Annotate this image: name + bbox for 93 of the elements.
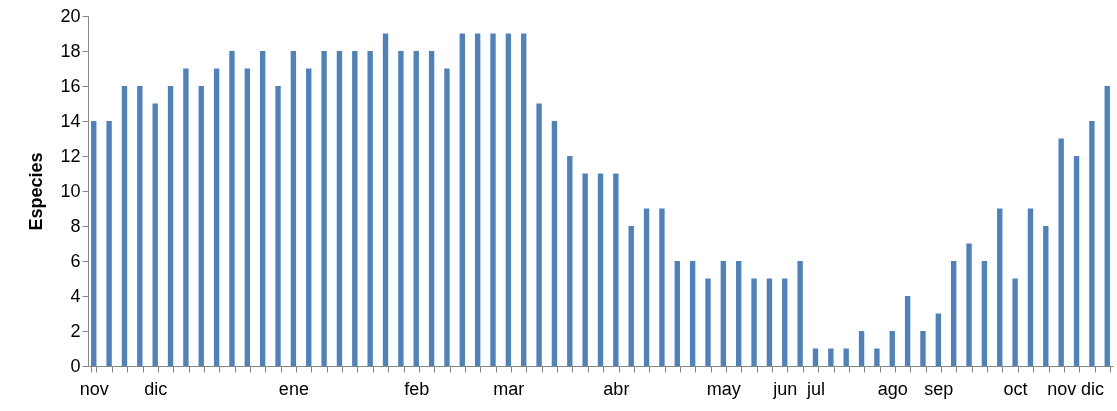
bar [275, 86, 281, 366]
y-tick-label: 18 [60, 40, 81, 61]
x-tick-label: ago [877, 378, 908, 399]
bar [736, 261, 742, 366]
bar [106, 121, 112, 366]
bar [306, 68, 312, 366]
bar [797, 261, 803, 366]
bar [689, 261, 696, 366]
x-tick-label: nov [1047, 378, 1077, 399]
bar [551, 121, 558, 366]
x-tick-label: feb [404, 378, 430, 399]
bar [920, 331, 926, 366]
x-tick-label: dic [1080, 378, 1104, 399]
bar [382, 33, 389, 366]
bar [597, 173, 604, 366]
bar [674, 261, 680, 366]
y-tick-label: 8 [70, 215, 81, 236]
bar [1104, 86, 1110, 366]
x-tick-label: jun [772, 378, 798, 399]
bar [213, 68, 220, 366]
bar [1058, 138, 1064, 366]
bar [490, 33, 496, 366]
bar [582, 173, 588, 366]
y-tick-label: 12 [60, 145, 81, 166]
bar [997, 208, 1003, 366]
bar [121, 86, 128, 366]
bar [766, 278, 773, 366]
x-tick-label: jul [805, 378, 825, 399]
bar [1043, 226, 1049, 366]
y-tick-label: 4 [70, 285, 81, 306]
bar [613, 173, 619, 366]
bar [367, 51, 373, 366]
bar [966, 243, 972, 366]
bar [843, 348, 849, 366]
y-tick-label: 6 [70, 250, 81, 271]
bar [336, 51, 343, 366]
bar [567, 156, 573, 366]
bar [720, 261, 727, 366]
bar [643, 208, 650, 366]
x-tick-label: sep [924, 378, 954, 399]
y-tick-label: 2 [70, 320, 81, 341]
bar [352, 51, 358, 366]
bar [474, 33, 481, 366]
bar [874, 348, 880, 366]
y-tick-label: 0 [70, 355, 81, 376]
bar [413, 51, 419, 366]
bar [935, 313, 942, 366]
bar [290, 51, 297, 366]
bar [244, 68, 250, 366]
bar [428, 51, 435, 366]
x-tick-label: dic [144, 378, 168, 399]
bar [782, 278, 788, 366]
x-tick-label: abr [603, 378, 630, 399]
bar [137, 86, 143, 366]
x-tick-label: mar [493, 378, 525, 399]
x-tick-label: oct [1003, 378, 1028, 399]
bar [705, 278, 711, 366]
bar [505, 33, 512, 366]
bar [152, 103, 158, 366]
bar [751, 278, 757, 366]
bar [1027, 208, 1034, 366]
bar [904, 296, 911, 366]
y-tick-label: 14 [60, 110, 81, 131]
bar [398, 51, 404, 366]
x-tick-label: may [706, 378, 741, 399]
bar [536, 103, 542, 366]
bar [521, 33, 527, 366]
bar [91, 121, 97, 366]
bar [183, 68, 189, 366]
bar [812, 348, 819, 366]
bar [951, 261, 957, 366]
bar [858, 331, 865, 366]
bar [981, 261, 988, 366]
bar [1012, 278, 1018, 366]
bar [198, 86, 204, 366]
bar [659, 208, 665, 366]
bar [1073, 156, 1080, 366]
bar [628, 226, 634, 366]
bar [1089, 121, 1095, 366]
y-tick-label: 16 [60, 75, 81, 96]
y-axis-title: Especies [26, 152, 47, 231]
y-tick-label: 10 [60, 180, 81, 201]
bar [444, 68, 450, 366]
x-tick-label: ene [278, 378, 309, 399]
bar [459, 33, 465, 366]
y-tick-label: 20 [60, 5, 81, 26]
bar [889, 331, 895, 366]
x-tick-label: nov [79, 378, 109, 399]
bar [828, 348, 834, 366]
bar [167, 86, 174, 366]
bar [229, 51, 235, 366]
bar [259, 51, 266, 366]
bar [321, 51, 327, 366]
